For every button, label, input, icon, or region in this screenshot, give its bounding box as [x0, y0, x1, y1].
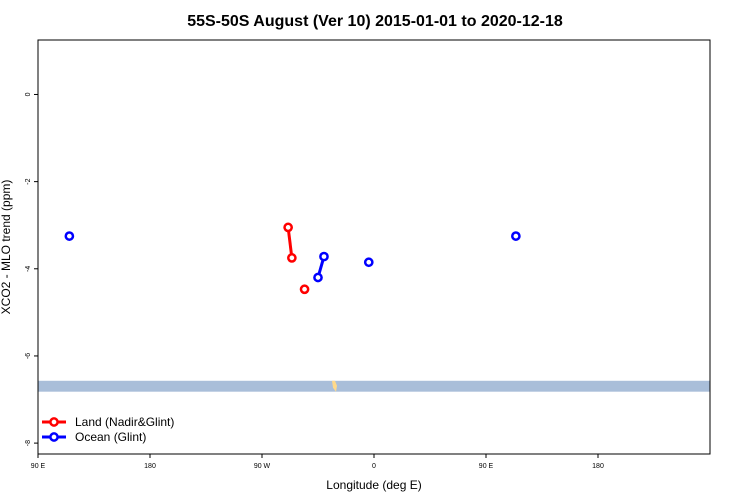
data-point: [313, 272, 323, 283]
y-axis: 0 -2 -4 -6 -8: [25, 92, 38, 446]
data-point: [287, 253, 297, 263]
data-point: [299, 284, 310, 295]
y-tick-label: -2: [25, 178, 32, 184]
x-tick-label: 180: [592, 463, 604, 470]
y-tick-label: -4: [25, 266, 32, 272]
legend-marker-land: [49, 417, 59, 427]
series-land: [283, 222, 310, 295]
series-layer: [64, 222, 521, 295]
map-band-land: [332, 380, 337, 392]
legend-label-ocean: Ocean (Glint): [75, 430, 146, 444]
data-point: [511, 231, 521, 241]
data-point: [283, 222, 293, 233]
legend-label-land: Land (Nadir&Glint): [75, 415, 174, 429]
legend-marker-ocean: [49, 432, 59, 442]
y-tick-label: -6: [25, 353, 32, 359]
x-tick-label: 90 W: [254, 463, 271, 470]
plot-frame: [37, 39, 711, 455]
x-tick-label: 180: [144, 463, 156, 470]
x-tick-label: 90 E: [479, 463, 494, 470]
chart-title: 55S-50S August (Ver 10) 2015-01-01 to 20…: [187, 13, 563, 30]
legend: Land (Nadir&Glint) Ocean (Glint): [42, 415, 174, 444]
y-tick-label: 0: [25, 92, 32, 96]
y-axis-label: XCO2 - MLO trend (ppm): [0, 180, 13, 315]
x-axis-label: Longitude (deg E): [326, 478, 421, 492]
data-point: [64, 231, 75, 241]
series-segment: [286, 227, 294, 259]
map-band: [38, 380, 710, 392]
x-tick-label: 0: [372, 463, 376, 470]
series-ocean: [64, 231, 521, 283]
y-tick-label: -8: [25, 440, 32, 446]
data-point: [363, 257, 374, 268]
x-tick-label: 90 E: [31, 463, 46, 470]
data-point: [319, 251, 329, 262]
x-axis: 90 E 180 90 W 0 90 E 180: [31, 454, 604, 470]
map-band-ocean: [38, 380, 710, 392]
